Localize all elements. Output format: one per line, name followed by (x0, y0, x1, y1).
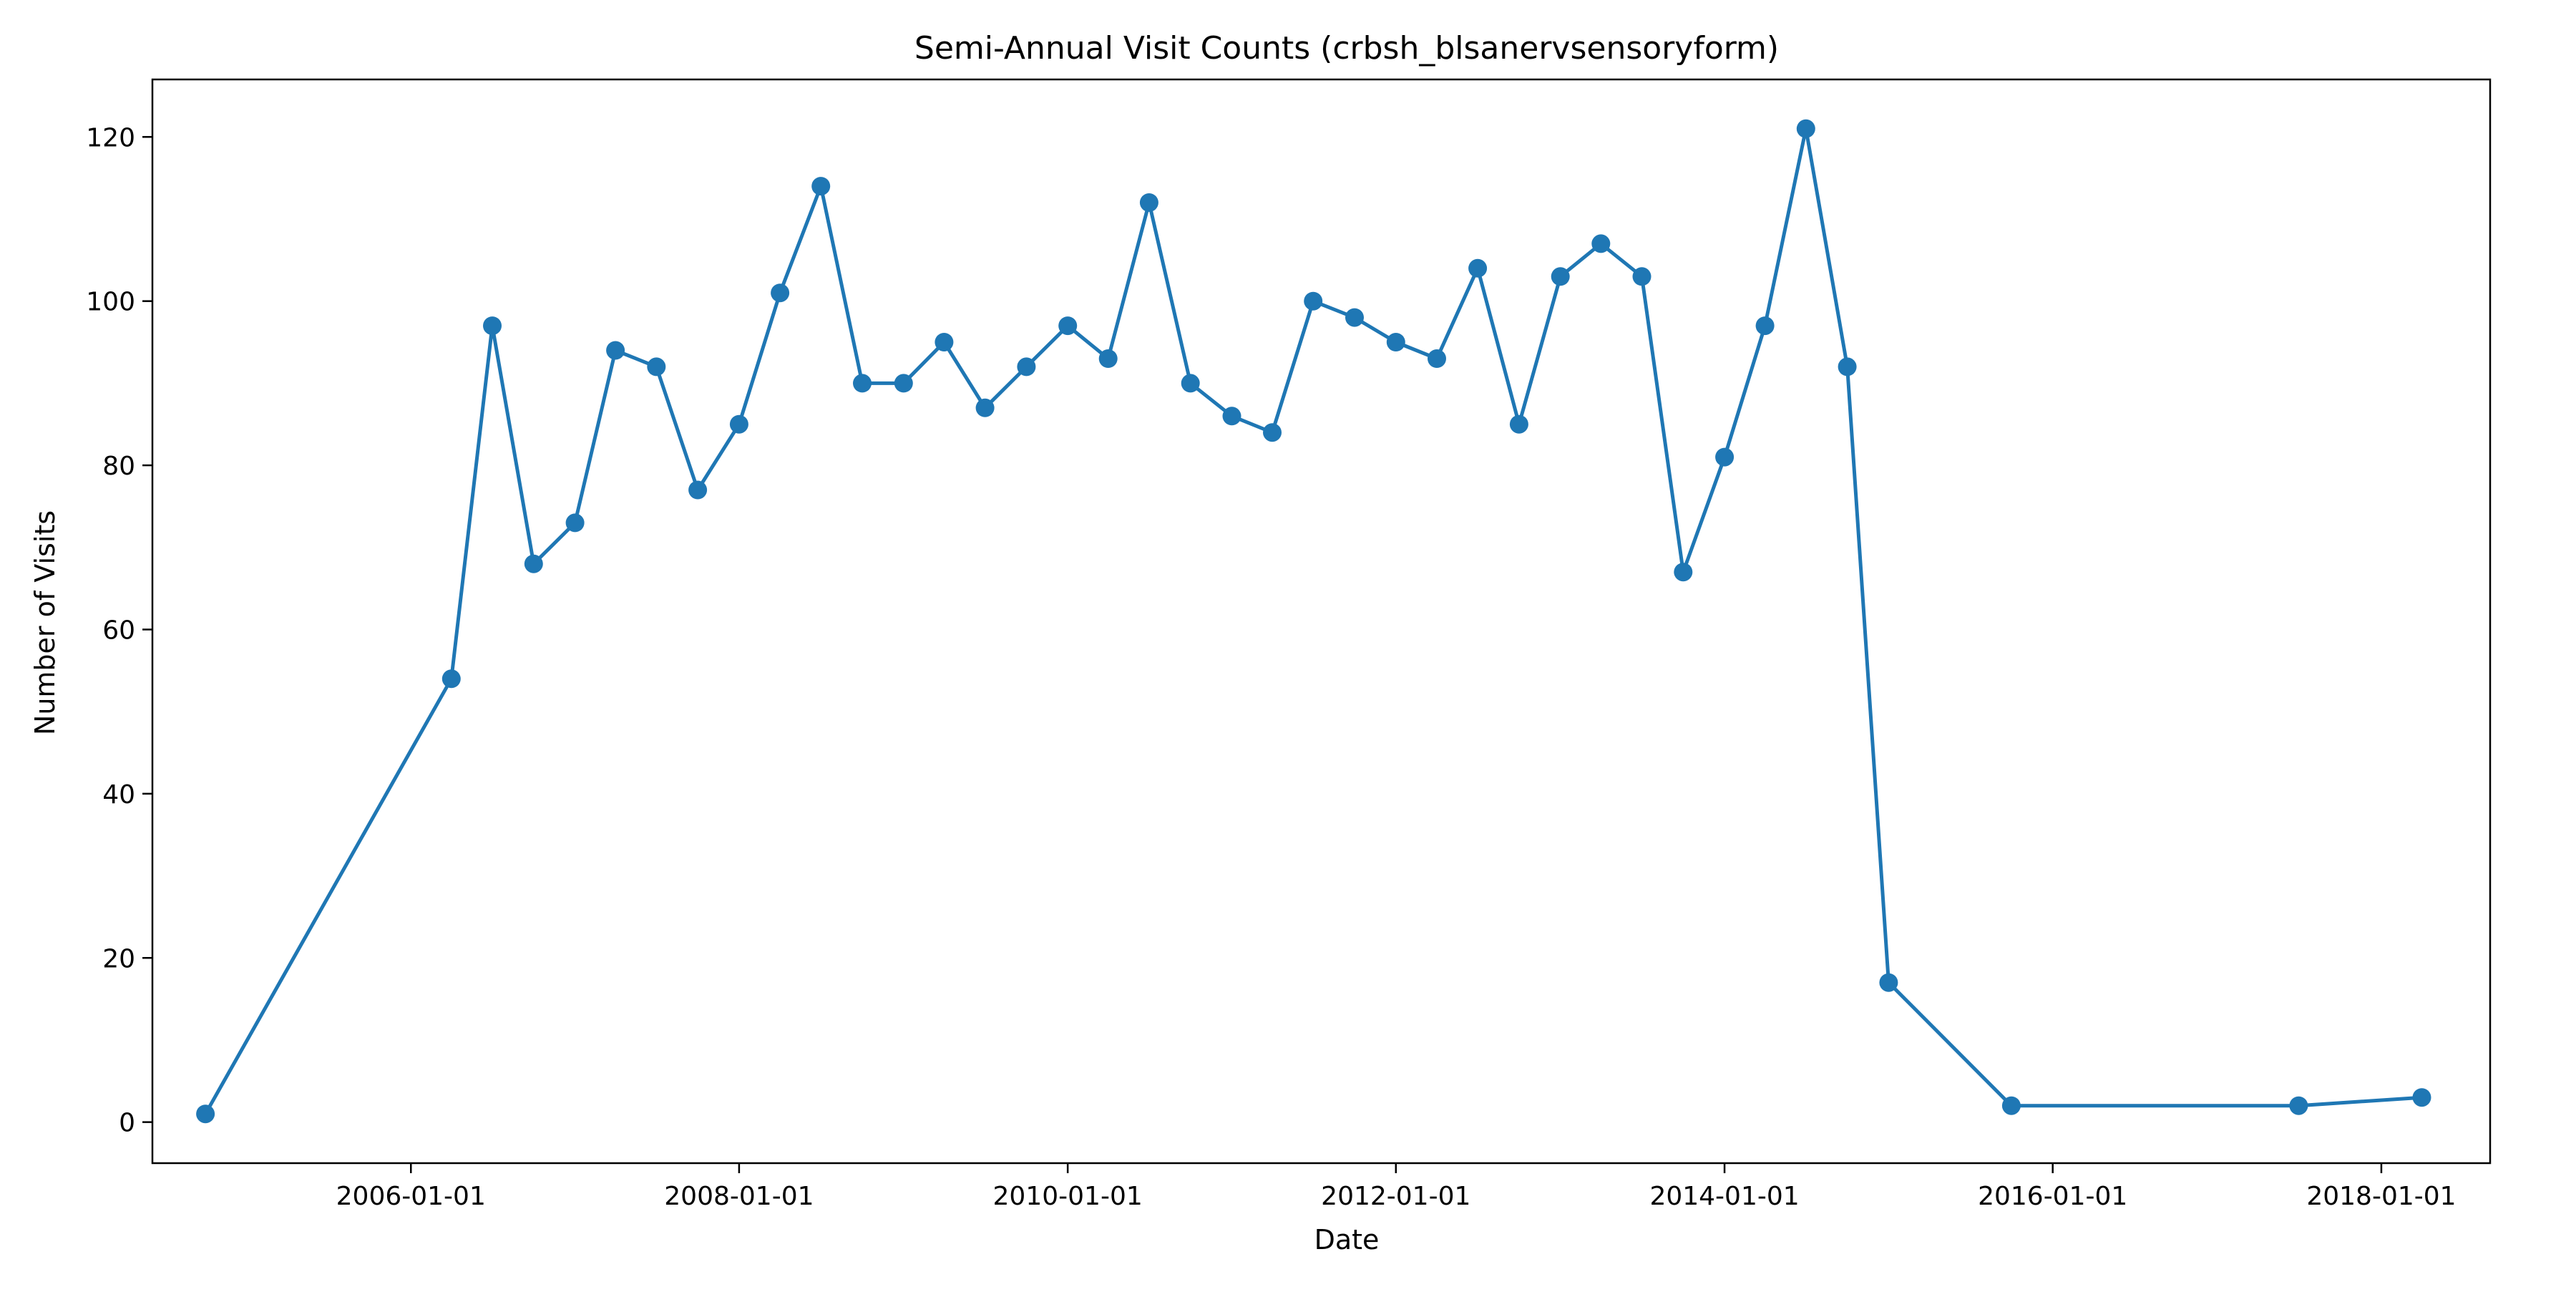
data-point (1428, 349, 1446, 368)
data-point (1755, 316, 1775, 336)
data-point (1509, 414, 1528, 434)
data-point (1879, 973, 1898, 992)
x-tick-label: 2018-01-01 (2306, 1182, 2456, 1211)
data-point (771, 283, 790, 303)
x-tick-label: 2008-01-01 (664, 1182, 814, 1211)
data-point (1796, 119, 1815, 138)
x-tick-label: 2010-01-01 (993, 1182, 1143, 1211)
data-point (524, 554, 543, 573)
data-point (1139, 193, 1158, 212)
y-tick-label: 0 (119, 1109, 135, 1138)
data-point (1181, 374, 1200, 393)
data-point (1263, 423, 1282, 442)
data-point (1386, 333, 1405, 351)
chart-title: Semi-Annual Visit Counts (crbsh_blsanerv… (914, 30, 1779, 67)
data-point (196, 1104, 215, 1124)
y-tick-label: 40 (102, 780, 135, 810)
data-point (1058, 316, 1078, 336)
data-point (606, 341, 625, 360)
y-tick-label: 60 (102, 616, 135, 645)
data-point (1098, 349, 1118, 368)
x-tick-label: 2012-01-01 (1321, 1182, 1470, 1211)
plot-area: 0 20 40 60 80 100 120 2006-01-01 2008-01-01 2010-… (86, 78, 2492, 1211)
series-line (203, 127, 2422, 1115)
y-axis-label: Number of Visits (29, 510, 61, 735)
data-point (853, 374, 872, 393)
data-point (1838, 357, 1857, 377)
data-point (1551, 267, 1570, 286)
y-tick-label: 80 (102, 452, 135, 481)
y-tick-label: 120 (86, 123, 135, 152)
data-point (2289, 1096, 2308, 1115)
data-point (894, 374, 913, 393)
data-point (565, 513, 585, 533)
data-point (2412, 1088, 2431, 1107)
data-point (935, 333, 954, 351)
data-point (1304, 291, 1323, 311)
data-point (1591, 234, 1611, 253)
plot-frame (151, 78, 2492, 1165)
data-point (647, 357, 666, 377)
y-tick-label: 20 (102, 944, 135, 973)
y-tick-label: 100 (86, 288, 135, 317)
data-point (1674, 563, 1693, 582)
x-tick-label: 2014-01-01 (1649, 1182, 1799, 1211)
data-point (2001, 1096, 2021, 1115)
data-point (1632, 267, 1652, 286)
data-point (688, 480, 708, 500)
x-tick-label: 2006-01-01 (336, 1182, 486, 1211)
data-point (975, 398, 995, 417)
x-axis-label: Date (1314, 1224, 1380, 1255)
data-point (729, 414, 748, 434)
data-point (1345, 308, 1364, 327)
data-point (1222, 407, 1241, 426)
data-point (441, 669, 461, 689)
data-point (483, 316, 502, 336)
data-point (811, 177, 831, 196)
data-point (1715, 447, 1735, 467)
x-tick-label: 2016-01-01 (1978, 1182, 2127, 1211)
data-point (1468, 258, 1488, 278)
data-point (1017, 357, 1036, 377)
